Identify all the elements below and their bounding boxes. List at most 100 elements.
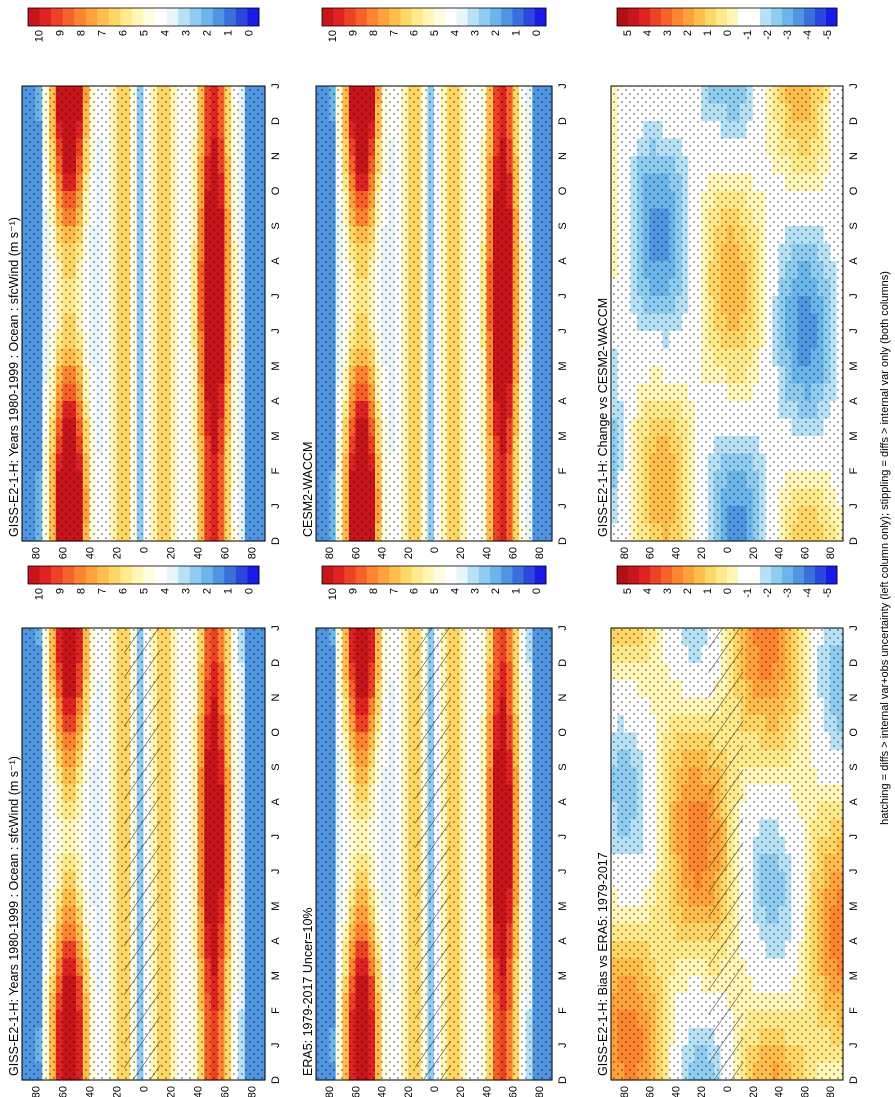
month-tick-label: J: [557, 328, 569, 334]
month-tick-label: J: [270, 1042, 282, 1048]
lat-tick-label: 60: [799, 1086, 811, 1097]
lat-tick-label: 80: [247, 547, 259, 559]
lat-tick-label: 80: [534, 547, 546, 559]
lat-tick-label: 0: [722, 1086, 734, 1092]
panel-title: ERA5: 1979-2017 Uncer=10%: [301, 907, 315, 1076]
lat-tick-label: 60: [508, 547, 520, 559]
month-tick-label: M: [848, 971, 860, 980]
lat-tick-label: 40: [193, 547, 205, 559]
lat-tick-label: 40: [377, 547, 389, 559]
lat-tick-label: 80: [324, 1086, 336, 1097]
month-tick-label: M: [270, 971, 282, 980]
month-tick-label: D: [270, 659, 282, 667]
month-tick-label: A: [557, 798, 569, 806]
month-tick-label: A: [557, 937, 569, 945]
month-tick-label: S: [848, 763, 860, 770]
lat-tick-label: 60: [58, 1086, 70, 1097]
panel-frame: [610, 627, 844, 1081]
month-tick-label: S: [270, 763, 282, 770]
panel-title: GISS-E2-1-H: Bias vs ERA5: 1979-2017: [596, 852, 610, 1076]
month-tick-label: O: [270, 728, 282, 737]
month-tick-label: A: [848, 937, 860, 945]
panel-title: GISS-E2-1-H: Years 1980-1999 : Ocean : s…: [7, 756, 21, 1076]
month-tick-label: J: [557, 1042, 569, 1048]
lat-tick-label: 20: [748, 1086, 760, 1097]
stippling-overlay: [316, 86, 552, 541]
month-tick-label: J: [848, 1042, 860, 1048]
month-tick-label: N: [270, 152, 282, 160]
lat-tick-label: 20: [112, 1086, 124, 1097]
month-tick-label: J: [848, 869, 860, 875]
lat-tick-label: 40: [670, 1086, 682, 1097]
month-tick-label: J: [270, 625, 282, 631]
month-tick-label: D: [557, 659, 569, 667]
month-tick-label: N: [557, 694, 569, 702]
lat-tick-label: 0: [139, 1086, 151, 1092]
panel-left-middle: ERA5: 1979-2017 Uncer=10%80 60 40 20 0 20 40 60…: [301, 625, 569, 1097]
month-tick-label: M: [557, 971, 569, 980]
month-tick-label: A: [848, 798, 860, 806]
month-tick-label: J: [557, 869, 569, 875]
hatching-overlay: [708, 628, 744, 1080]
lat-tick-label: 60: [220, 1086, 232, 1097]
month-tick-label: A: [270, 798, 282, 806]
month-tick-label: M: [557, 361, 569, 370]
stippling-overlay: [22, 86, 265, 541]
lat-tick-label: 40: [481, 1086, 493, 1097]
panel-left-bottom: GISS-E2-1-H: Bias vs ERA5: 1979-2017 80 60…: [596, 625, 860, 1097]
lat-tick-label: 20: [403, 547, 415, 559]
lat-tick-label: 80: [825, 1086, 837, 1097]
month-tick-label: O: [557, 186, 569, 195]
lat-tick-label: 60: [645, 1086, 657, 1097]
month-tick-label: N: [270, 694, 282, 702]
month-tick-label: F: [557, 1007, 569, 1014]
lat-tick-label: 0: [429, 1086, 441, 1092]
lat-tick-label: 60: [220, 547, 232, 559]
month-tick-label: O: [270, 186, 282, 195]
month-tick-label: A: [270, 397, 282, 405]
panel-frame: [21, 627, 266, 1081]
lat-tick-label: 40: [377, 1086, 389, 1097]
month-tick-label: O: [848, 728, 860, 737]
month-tick-label: D: [848, 1076, 860, 1084]
lat-tick-label: 80: [247, 1086, 259, 1097]
hatching-overlay: [124, 628, 161, 1080]
panel-frame: [315, 85, 553, 542]
month-tick-label: J: [270, 293, 282, 299]
month-tick-label: A: [270, 257, 282, 265]
month-tick-label: M: [270, 361, 282, 370]
lat-tick-label: 20: [696, 1086, 708, 1097]
month-tick-label: F: [848, 1007, 860, 1014]
month-tick-label: M: [557, 431, 569, 440]
month-tick-label: D: [557, 537, 569, 545]
month-tick-label: A: [557, 397, 569, 405]
lat-tick-label: 40: [774, 1086, 786, 1097]
month-tick-label: J: [270, 83, 282, 89]
lat-tick-label: 20: [166, 547, 178, 559]
month-tick-label: F: [270, 467, 282, 474]
month-tick-label: D: [557, 117, 569, 125]
month-tick-label: D: [557, 1076, 569, 1084]
month-tick-label: M: [270, 431, 282, 440]
month-tick-label: J: [848, 834, 860, 840]
lat-tick-label: 80: [31, 547, 43, 559]
panel-right-top: GISS-E2-1-H: Years 1980-1999 : Ocean : s…: [7, 83, 282, 559]
month-tick-label: D: [270, 537, 282, 545]
month-tick-label: J: [270, 503, 282, 509]
month-tick-label: O: [557, 728, 569, 737]
month-tick-label: M: [557, 902, 569, 911]
lat-tick-label: 20: [403, 1086, 415, 1097]
month-tick-label: D: [848, 659, 860, 667]
lat-tick-label: 20: [166, 1086, 178, 1097]
lat-tick-label: 60: [350, 1086, 362, 1097]
hatching-overlay: [415, 628, 451, 1080]
panel-left-top: GISS-E2-1-H: Years 1980-1999 : Ocean : s…: [7, 625, 282, 1097]
month-tick-label: M: [270, 902, 282, 911]
month-tick-label: J: [557, 503, 569, 509]
panel-frame: [315, 627, 553, 1081]
month-tick-label: D: [270, 117, 282, 125]
lat-tick-label: 20: [112, 547, 124, 559]
lat-tick-label: 40: [193, 1086, 205, 1097]
